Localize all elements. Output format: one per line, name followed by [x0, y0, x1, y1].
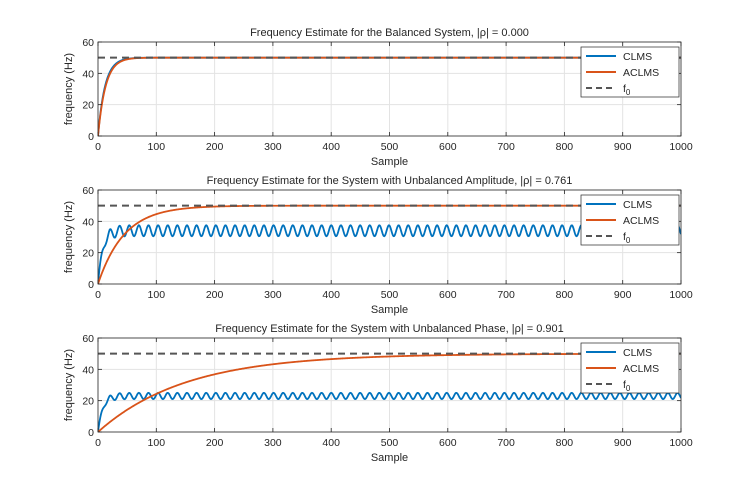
x-tick-label: 900 — [614, 437, 632, 449]
x-axis-label: Sample — [371, 452, 408, 464]
legend-label: CLMS — [623, 347, 652, 359]
x-tick-label: 200 — [206, 289, 224, 301]
x-tick-label: 300 — [264, 289, 282, 301]
x-tick-label: 600 — [439, 141, 457, 153]
legend-label: ACLMS — [623, 215, 659, 227]
legend: CLMS ACLMS f0 — [580, 194, 680, 246]
y-tick-label: 40 — [82, 68, 94, 80]
x-tick-label: 100 — [148, 437, 166, 449]
x-tick-label: 100 — [148, 289, 166, 301]
x-tick-label: 300 — [264, 437, 282, 449]
x-tick-label: 400 — [322, 141, 340, 153]
chart-2: 0 100 200 300 400 500 600 700 800 900 1000 0 20 40 60 F… — [63, 175, 693, 316]
x-tick-label: 600 — [439, 289, 457, 301]
y-axis-label: frequency (Hz) — [63, 53, 75, 125]
y-tick-label: 20 — [82, 100, 94, 112]
legend-label: ACLMS — [623, 67, 659, 79]
legend: CLMS ACLMS f0 — [580, 342, 680, 394]
y-tick-label: 60 — [82, 333, 94, 345]
x-tick-label: 600 — [439, 437, 457, 449]
x-tick-label: 100 — [148, 141, 166, 153]
x-tick-label: 500 — [381, 289, 399, 301]
y-tick-label: 20 — [82, 248, 94, 260]
y-tick-label: 0 — [88, 427, 94, 439]
legend-label: f0 — [623, 83, 631, 97]
x-tick-label: 700 — [497, 141, 515, 153]
x-tick-label: 0 — [95, 437, 101, 449]
x-tick-label: 1000 — [669, 437, 693, 449]
y-axis-label: frequency (Hz) — [63, 201, 75, 273]
y-tick-label: 40 — [82, 364, 94, 376]
x-tick-label: 800 — [556, 289, 574, 301]
chart-title: Frequency Estimate for the System with U… — [215, 323, 564, 335]
chart-1: 0 100 200 300 400 500 600 700 800 900 1000 0 20 40 60 F… — [63, 27, 693, 168]
legend: CLMS ACLMS f0 — [580, 46, 680, 98]
x-tick-label: 500 — [381, 141, 399, 153]
y-tick-label: 0 — [88, 131, 94, 143]
x-tick-label: 400 — [322, 289, 340, 301]
y-tick-label: 0 — [88, 279, 94, 291]
x-tick-label: 500 — [381, 437, 399, 449]
chart-title: Frequency Estimate for the Balanced Syst… — [250, 27, 529, 39]
x-axis-label: Sample — [371, 304, 408, 316]
x-tick-label: 700 — [497, 289, 515, 301]
legend-label: ACLMS — [623, 363, 659, 375]
x-tick-label: 700 — [497, 437, 515, 449]
x-tick-label: 200 — [206, 141, 224, 153]
x-tick-label: 0 — [95, 141, 101, 153]
legend-label: f0 — [623, 379, 631, 393]
x-axis-label: Sample — [371, 156, 408, 168]
y-tick-label: 60 — [82, 37, 94, 49]
chart-title: Frequency Estimate for the System with U… — [207, 175, 573, 187]
legend-label: CLMS — [623, 199, 652, 211]
legend-label: f0 — [623, 231, 631, 245]
y-tick-label: 20 — [82, 396, 94, 408]
y-tick-label: 40 — [82, 216, 94, 228]
legend-label: CLMS — [623, 51, 652, 63]
x-tick-label: 900 — [614, 141, 632, 153]
x-tick-label: 900 — [614, 289, 632, 301]
series-clms-line — [98, 391, 681, 432]
x-tick-label: 1000 — [669, 289, 693, 301]
x-tick-label: 200 — [206, 437, 224, 449]
x-tick-label: 400 — [322, 437, 340, 449]
y-tick-label: 60 — [82, 185, 94, 197]
x-tick-label: 1000 — [669, 141, 693, 153]
x-tick-label: 800 — [556, 141, 574, 153]
x-tick-label: 800 — [556, 437, 574, 449]
y-axis-label: frequency (Hz) — [63, 349, 75, 421]
x-tick-label: 0 — [95, 289, 101, 301]
chart-3: 0 100 200 300 400 500 600 700 800 900 1000 0 20 40 60 F… — [63, 323, 693, 464]
x-tick-label: 300 — [264, 141, 282, 153]
